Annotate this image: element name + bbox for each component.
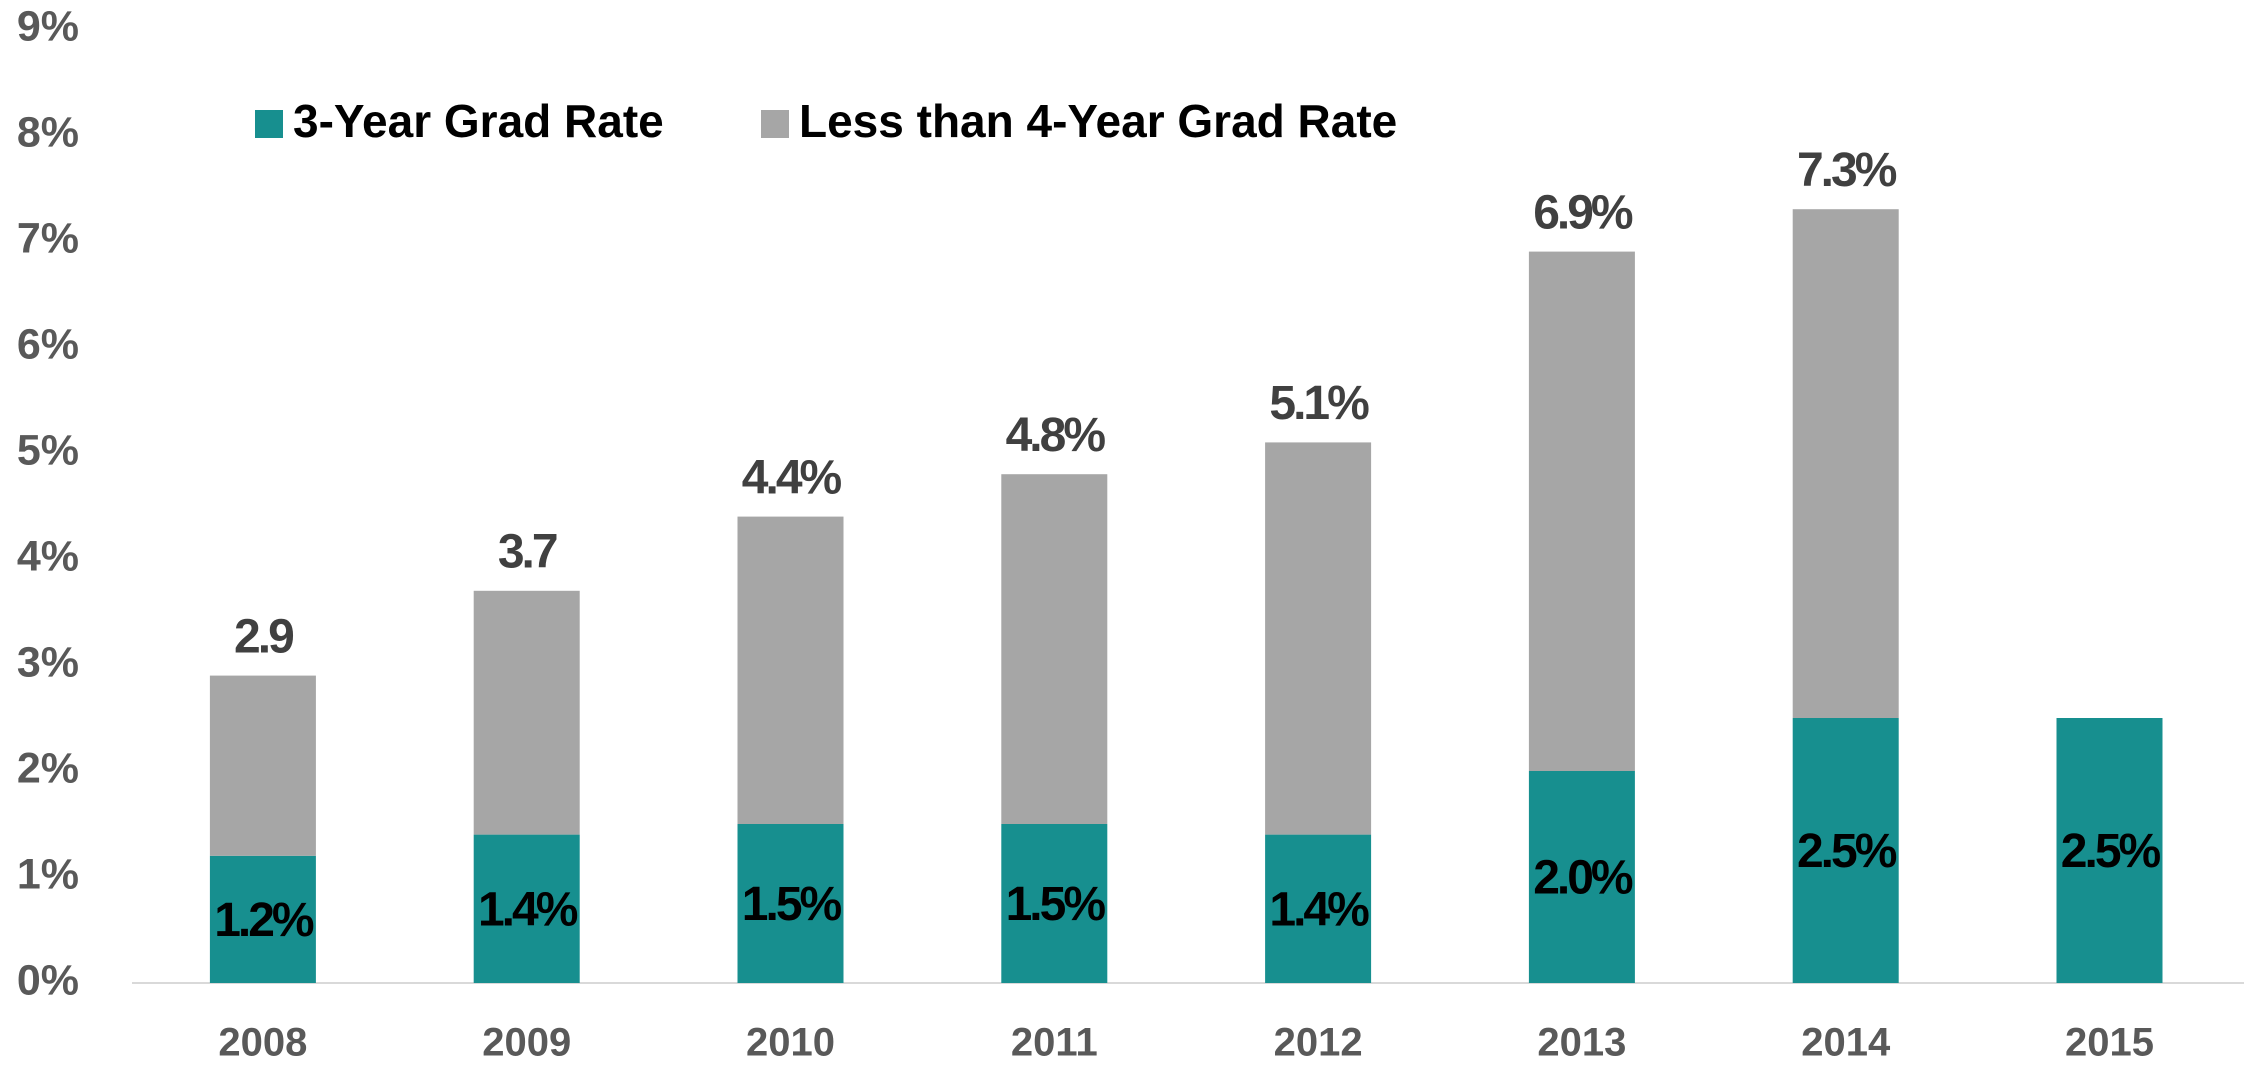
bar-segment — [1792, 209, 1899, 718]
x-tick-label: 2009 — [482, 1021, 571, 1065]
y-tick-label: 2% — [17, 744, 79, 792]
y-tick-label: 1% — [17, 850, 79, 898]
bar-segment — [209, 855, 316, 983]
legend-label: Less than 4-Year Grad Rate — [799, 95, 1397, 147]
data-label: 2.5% — [2061, 825, 2161, 878]
y-tick-label: 0% — [17, 956, 79, 1004]
legend-label: 3-Year Grad Rate — [293, 95, 664, 147]
bar-segment — [737, 516, 844, 824]
bar-segment — [1001, 824, 1108, 983]
y-tick-label: 3% — [17, 638, 79, 686]
y-tick-label: 4% — [17, 532, 79, 580]
total-label: 3.7 — [498, 525, 557, 578]
bar-segment — [1528, 771, 1635, 983]
y-tick-label: 6% — [17, 320, 79, 368]
total-label: 7.3% — [1797, 144, 1897, 197]
bar-segment — [1001, 474, 1108, 824]
total-label: 4.8% — [1006, 409, 1106, 462]
bar-segment — [1792, 718, 1899, 983]
legend-swatch — [761, 110, 789, 138]
bar-segment — [473, 590, 580, 835]
data-label: 1.4% — [478, 883, 578, 936]
total-label: 5.1% — [1269, 377, 1369, 430]
y-tick-label: 8% — [17, 108, 79, 156]
y-tick-label: 7% — [17, 214, 79, 262]
bar-segment — [2056, 718, 2163, 983]
x-tick-label: 2015 — [2065, 1021, 2154, 1065]
x-tick-label: 2014 — [1801, 1021, 1891, 1065]
bar-segment — [1265, 442, 1372, 835]
data-label: 2.0% — [1533, 852, 1633, 905]
total-label: 6.9% — [1533, 186, 1633, 239]
data-label: 2.5% — [1797, 825, 1897, 878]
bar-segment — [1265, 834, 1372, 983]
data-label: 1.2% — [214, 894, 314, 947]
y-tick-label: 5% — [17, 426, 79, 474]
bar-segment — [473, 834, 580, 983]
x-tick-label: 2008 — [218, 1021, 307, 1065]
y-tick-label: 9% — [17, 2, 79, 50]
bar-segment — [737, 824, 844, 983]
x-tick-label: 2013 — [1537, 1021, 1626, 1065]
data-label: 1.5% — [1006, 878, 1106, 931]
x-tick-label: 2012 — [1274, 1021, 1363, 1065]
x-tick-label: 2010 — [746, 1021, 835, 1065]
bar-segment — [1528, 251, 1635, 772]
total-label: 2.9 — [234, 610, 293, 663]
legend-swatch — [255, 110, 283, 138]
data-label: 1.5% — [742, 878, 842, 931]
bar-segment — [209, 675, 316, 856]
data-label: 1.4% — [1269, 883, 1369, 936]
total-label: 4.4% — [742, 451, 842, 504]
x-tick-label: 2011 — [1011, 1021, 1098, 1065]
